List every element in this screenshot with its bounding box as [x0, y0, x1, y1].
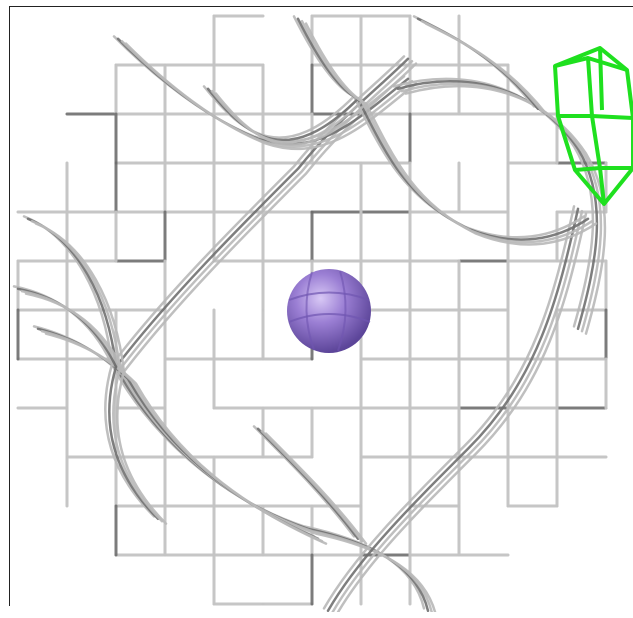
- strand-bundle: [118, 367, 433, 612]
- mesh-strand: [264, 432, 368, 545]
- mesh-strand: [336, 212, 588, 612]
- mesh-strand: [122, 62, 418, 373]
- density-mesh-strands: [12, 15, 607, 612]
- strand-bundle: [116, 370, 168, 525]
- mesh-strand: [118, 59, 414, 371]
- strand-bundle: [400, 82, 603, 333]
- mesh-strand: [116, 370, 168, 525]
- mesh-strand: [202, 85, 356, 139]
- density-mesh-grid: [16, 14, 608, 606]
- mesh-strand: [112, 367, 164, 523]
- strand-bundle: [392, 77, 595, 328]
- mesh-strand: [34, 222, 126, 373]
- strand-bundle: [110, 55, 406, 366]
- strand-bundle: [396, 80, 599, 331]
- mesh-strand: [424, 22, 548, 115]
- strand-bundle: [264, 432, 368, 545]
- metal-ion-sphere[interactable]: [287, 269, 371, 353]
- mesh-strand: [304, 22, 368, 105]
- strand-bundle: [40, 329, 324, 543]
- mesh-strand: [364, 102, 598, 246]
- strand-bundle: [110, 363, 426, 610]
- mesh-strand: [44, 332, 328, 545]
- mesh-strand: [214, 92, 368, 146]
- green-density-mesh[interactable]: [553, 46, 633, 206]
- strand-bundle: [412, 15, 536, 108]
- strand-bundle: [326, 207, 580, 612]
- strand-bundle: [252, 425, 356, 538]
- strand-bundle: [404, 84, 607, 335]
- mesh-strand: [108, 365, 160, 521]
- mesh-strand: [331, 209, 584, 612]
- mesh-strand: [40, 329, 324, 543]
- strand-bundle: [214, 92, 368, 146]
- mesh-strand: [326, 207, 580, 612]
- strand-bundle: [122, 62, 418, 373]
- strand-bundle: [206, 87, 360, 142]
- strand-bundle: [331, 209, 584, 612]
- mesh-strand: [400, 82, 603, 333]
- mesh-strand: [392, 77, 595, 328]
- strand-bundle: [424, 22, 548, 115]
- strand-bundle: [364, 102, 598, 246]
- mesh-strand: [114, 365, 430, 612]
- strand-bundle: [104, 363, 156, 518]
- strand-bundle: [114, 57, 410, 369]
- mesh-strand: [118, 367, 433, 612]
- viewer-frame-left-border: [9, 6, 10, 606]
- strand-bundle: [202, 85, 356, 139]
- mesh-strand: [252, 425, 356, 538]
- mesh-strand: [322, 205, 576, 610]
- strand-bundle: [34, 222, 126, 373]
- mesh-strand: [210, 89, 364, 144]
- mesh-strand: [110, 55, 406, 366]
- strand-bundle: [304, 22, 368, 105]
- mesh-strand: [24, 292, 126, 373]
- viewer-frame-top-border: [9, 6, 633, 7]
- strand-bundle: [114, 365, 430, 612]
- strand-bundle: [44, 332, 328, 545]
- mesh-strand: [396, 80, 599, 331]
- mesh-strand: [110, 363, 426, 610]
- mesh-strand: [404, 84, 607, 335]
- strand-bundle: [24, 292, 126, 373]
- strand-bundle: [108, 365, 160, 521]
- mesh-strand: [206, 87, 360, 142]
- strand-bundle: [112, 367, 164, 523]
- mesh-strand: [412, 15, 536, 108]
- strand-bundle: [118, 59, 414, 371]
- strand-bundle: [210, 89, 364, 144]
- strand-bundle: [336, 212, 588, 612]
- mesh-strand: [104, 363, 156, 518]
- mesh-strand: [114, 57, 410, 369]
- strand-bundle: [322, 205, 576, 610]
